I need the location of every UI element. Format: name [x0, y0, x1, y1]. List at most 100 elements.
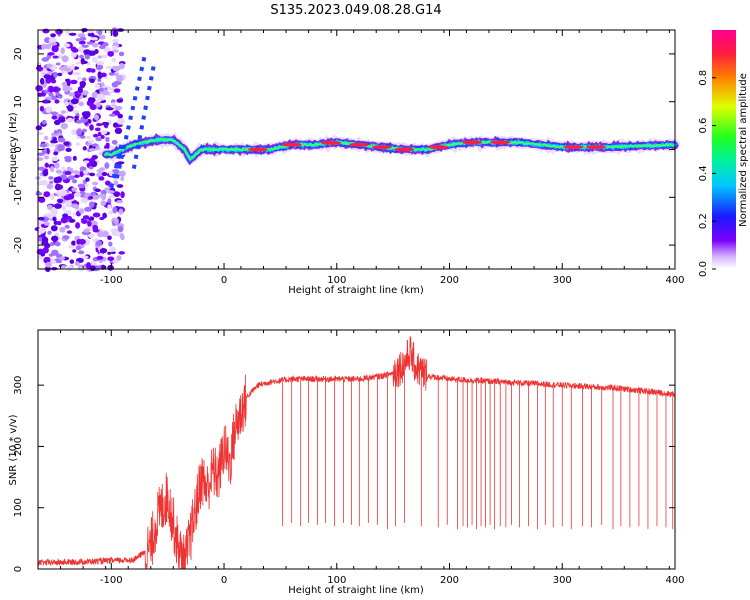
noise-blob	[107, 190, 115, 194]
noise-blob	[114, 106, 123, 111]
noise-blob	[46, 63, 53, 69]
noise-blob	[96, 169, 103, 173]
noise-blob	[111, 139, 118, 145]
noise-blob	[68, 218, 76, 223]
noise-blob	[39, 77, 45, 85]
noise-blob	[89, 172, 96, 177]
noise-blob	[66, 230, 73, 234]
snr-ticks: -100 0 100 200 300 400 0 100 200 300	[13, 330, 685, 586]
noise-blob	[105, 66, 114, 70]
noise-blob	[58, 256, 66, 260]
noise-blob	[79, 166, 87, 171]
noise-blob	[78, 40, 86, 45]
noise-blob	[101, 121, 110, 126]
noise-blob	[112, 49, 119, 53]
snr-panel: -100 0 100 200 300 400 0 100 200 300 Height of st…	[8, 329, 685, 596]
noise-blob	[42, 169, 49, 177]
noise-blob	[79, 36, 87, 41]
noise-blob	[52, 216, 57, 222]
noise-blob	[84, 53, 91, 60]
noise-blob	[50, 165, 55, 173]
noise-blob	[50, 95, 58, 101]
noise-blob	[68, 32, 77, 36]
noise-blob	[49, 42, 58, 46]
noise-blob	[96, 123, 103, 127]
snr-ytick-label: 100	[13, 498, 24, 517]
noise-blob	[74, 261, 80, 266]
noise-blob	[98, 176, 105, 181]
noise-blob	[116, 200, 124, 204]
noise-blob	[80, 244, 85, 249]
noise-blob	[75, 38, 81, 42]
noise-blob	[58, 137, 66, 143]
noise-blob	[57, 145, 65, 152]
noise-blob	[78, 46, 84, 53]
noise-blob	[39, 143, 47, 148]
noise-blob	[36, 62, 42, 66]
noise-blob	[108, 241, 113, 247]
noise-blob	[94, 127, 101, 132]
ridge-hotspot	[321, 140, 342, 145]
noise-blob	[77, 76, 82, 80]
noise-blob	[81, 219, 88, 224]
noise-blob	[108, 71, 115, 76]
noise-blob	[72, 179, 78, 184]
noise-blob	[78, 250, 85, 255]
noise-blob	[94, 49, 99, 55]
noise-blob	[108, 210, 114, 215]
noise-blob	[60, 47, 65, 55]
noise-blob	[98, 252, 104, 257]
noise-blob	[93, 133, 99, 138]
ridge-hotspot	[394, 147, 415, 152]
noise-blob	[53, 71, 58, 78]
noise-blob	[51, 156, 59, 162]
noise-blob	[107, 50, 114, 57]
noise-blob	[90, 68, 96, 73]
noise-blob	[51, 235, 59, 242]
noise-blob	[107, 195, 115, 199]
noise-blob	[107, 251, 112, 255]
noise-blob	[100, 130, 108, 135]
noise-blob	[47, 52, 55, 56]
noise-blob	[120, 176, 125, 182]
noise-blob	[77, 183, 86, 189]
colorbar: 0.0 0.2 0.4 0.6 0.8 Normalized spectral ampl…	[698, 30, 749, 277]
noise-blob	[41, 57, 49, 62]
noise-blob	[86, 41, 94, 45]
noise-blob	[66, 265, 73, 272]
noise-blob	[95, 137, 102, 142]
noise-blob	[43, 136, 49, 141]
noise-blob	[82, 146, 87, 151]
noise-blob	[75, 61, 81, 65]
ridge-hotspot	[247, 147, 268, 152]
noise-blob	[114, 127, 123, 135]
noise-blob	[66, 117, 74, 123]
noise-blob	[87, 233, 95, 239]
noise-blob	[107, 264, 114, 271]
noise-blob	[118, 63, 125, 70]
noise-blob	[112, 206, 118, 214]
noise-blob	[43, 89, 50, 94]
noise-blob	[112, 30, 119, 37]
noise-blob	[97, 74, 103, 79]
noise-blob	[43, 74, 51, 79]
noise-blob	[104, 187, 112, 191]
noise-blob	[53, 151, 59, 156]
noise-blob	[46, 100, 51, 104]
spectrogram-marks	[34, 27, 680, 273]
noise-blob	[54, 241, 61, 247]
noise-blob	[89, 124, 94, 131]
noise-blob	[55, 169, 62, 174]
noise-blob	[102, 90, 110, 96]
colorbar-ticks: 0.0 0.2 0.4 0.6 0.8	[698, 70, 716, 277]
noise-blob	[104, 180, 111, 186]
noise-blob	[41, 147, 48, 155]
noise-blob	[75, 119, 83, 124]
noise-blob	[71, 129, 78, 136]
noise-blob	[52, 86, 60, 93]
noise-blob	[37, 227, 46, 234]
noise-blob	[60, 70, 66, 74]
noise-blob	[74, 174, 80, 178]
snr-frame	[37, 329, 676, 570]
